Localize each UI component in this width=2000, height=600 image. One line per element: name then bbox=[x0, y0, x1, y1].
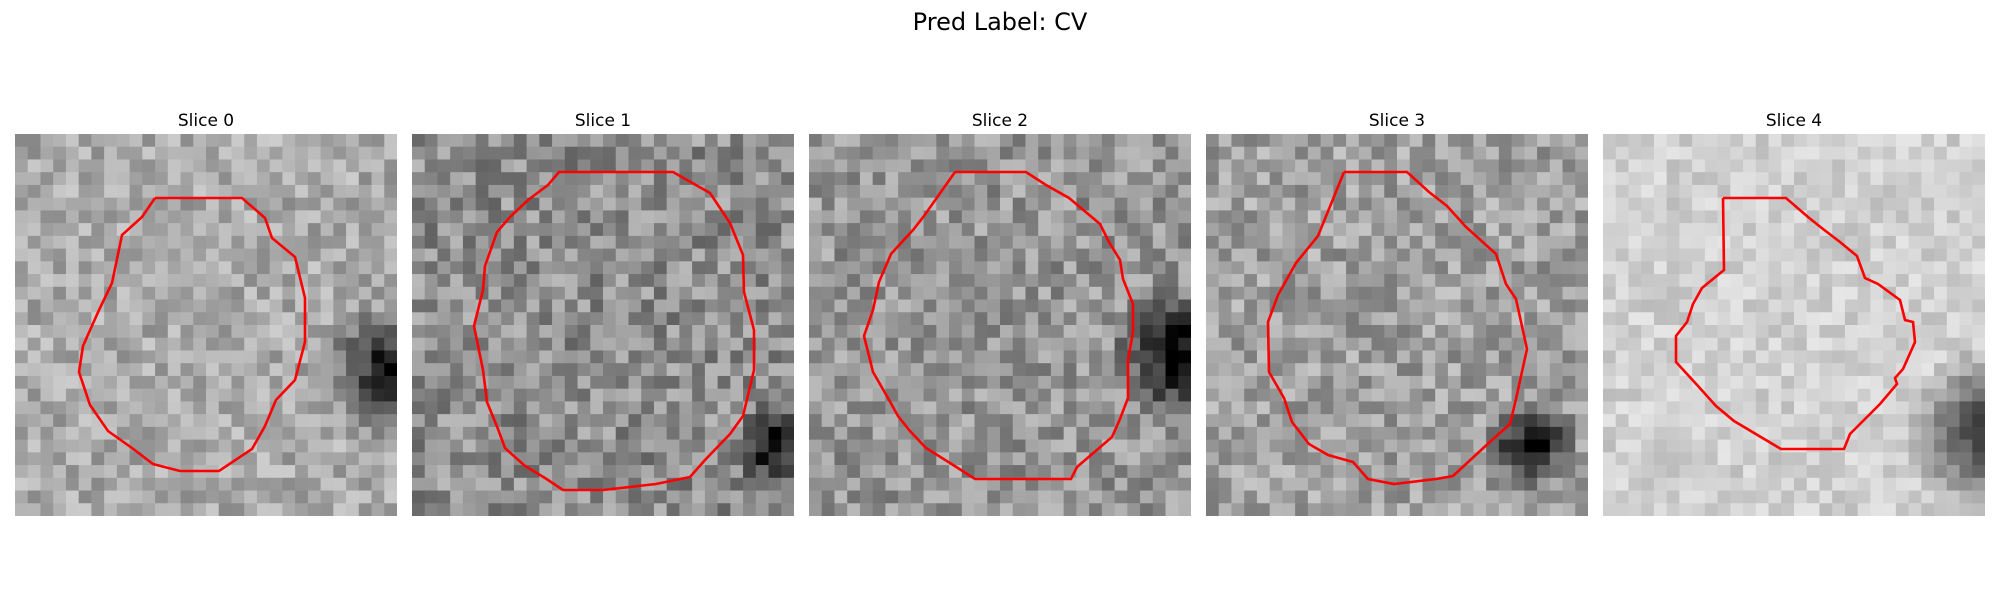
pixel-grid bbox=[15, 134, 397, 516]
pixel-grid bbox=[1603, 134, 1985, 516]
slice-image bbox=[412, 134, 794, 516]
slice-panel-0: Slice 0 bbox=[15, 108, 397, 516]
slice-image bbox=[1206, 134, 1588, 516]
slice-image bbox=[15, 134, 397, 516]
contour-outline bbox=[862, 170, 1135, 481]
slice-title: Slice 1 bbox=[574, 111, 632, 131]
slice-image bbox=[1603, 134, 1985, 516]
pixel-grid bbox=[1206, 134, 1588, 516]
slice-panel-4: Slice 4 bbox=[1603, 108, 1985, 516]
slice-title: Slice 3 bbox=[1368, 111, 1426, 131]
pixel-grid bbox=[809, 134, 1191, 516]
contour-outline bbox=[77, 196, 307, 473]
slice-panel-1: Slice 1 bbox=[412, 108, 794, 516]
pixel-grid bbox=[412, 134, 794, 516]
slice-title: Slice 0 bbox=[177, 111, 235, 131]
contour-outline bbox=[472, 170, 756, 492]
slice-title: Slice 2 bbox=[971, 111, 1029, 131]
slice-image bbox=[809, 134, 1191, 516]
figure-title: Pred Label: CV bbox=[912, 8, 1088, 36]
contour-outline bbox=[1674, 196, 1917, 451]
slice-panel-2: Slice 2 bbox=[809, 108, 1191, 516]
slice-panel-3: Slice 3 bbox=[1206, 108, 1588, 516]
contour-outline bbox=[1266, 170, 1529, 486]
slice-title: Slice 4 bbox=[1765, 111, 1823, 131]
